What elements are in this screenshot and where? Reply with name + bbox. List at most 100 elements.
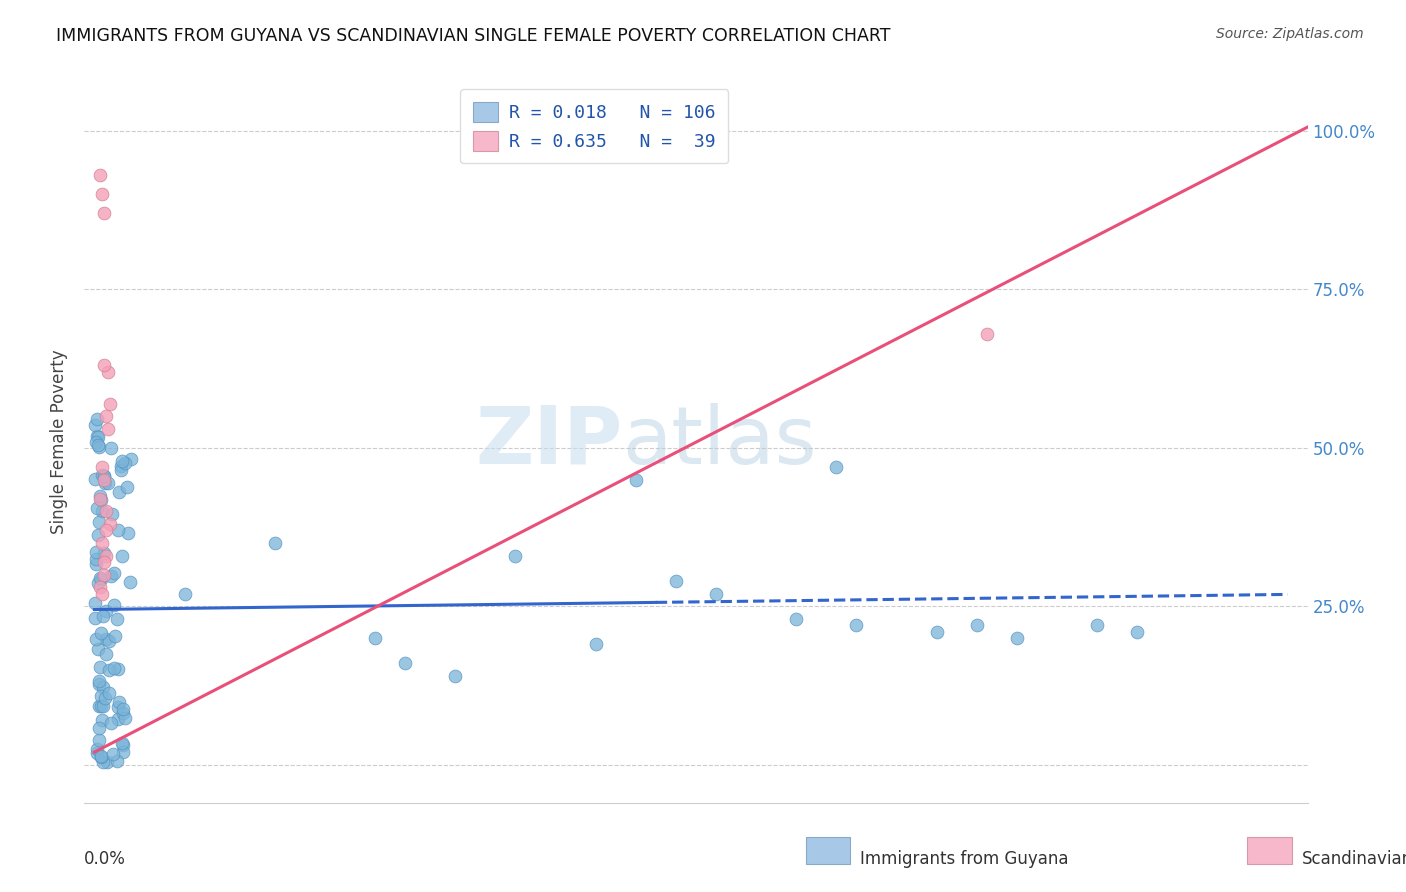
Point xyxy=(107,662,129,676)
Text: 0.0%: 0.0% xyxy=(84,850,127,868)
Point xyxy=(103,661,125,675)
Text: ZIP: ZIP xyxy=(475,402,623,481)
Point xyxy=(100,569,122,583)
Point xyxy=(107,524,129,538)
Point xyxy=(96,409,118,424)
Point xyxy=(96,756,118,770)
Point xyxy=(84,596,107,610)
Point xyxy=(585,637,607,651)
Point xyxy=(91,713,114,727)
Point xyxy=(1085,618,1108,632)
Point xyxy=(87,576,110,591)
Point xyxy=(117,526,139,541)
Point xyxy=(84,417,107,432)
Point xyxy=(87,677,110,691)
Point xyxy=(785,612,807,626)
Point xyxy=(96,549,118,563)
Point xyxy=(91,536,114,550)
Point xyxy=(93,469,115,483)
Point xyxy=(394,657,416,671)
Point xyxy=(90,749,112,764)
Y-axis label: Single Female Poverty: Single Female Poverty xyxy=(51,350,69,533)
Point xyxy=(96,523,118,537)
Text: IMMIGRANTS FROM GUYANA VS SCANDINAVIAN SINGLE FEMALE POVERTY CORRELATION CHART: IMMIGRANTS FROM GUYANA VS SCANDINAVIAN S… xyxy=(56,27,891,45)
Point xyxy=(120,452,142,467)
Point xyxy=(665,574,688,588)
Point xyxy=(825,459,848,474)
Text: Scandinavians: Scandinavians xyxy=(1302,850,1406,868)
Point xyxy=(444,669,467,683)
Point xyxy=(96,632,118,646)
Point xyxy=(89,659,111,673)
Point xyxy=(114,456,136,470)
Point xyxy=(100,715,122,730)
Point xyxy=(90,749,112,764)
Point xyxy=(90,572,112,586)
Point xyxy=(97,663,120,677)
Point xyxy=(87,642,110,657)
Point xyxy=(93,359,115,373)
Point xyxy=(845,618,868,632)
Point xyxy=(89,673,111,688)
Point xyxy=(110,458,132,473)
Point xyxy=(111,453,134,467)
Point xyxy=(110,463,132,477)
Point xyxy=(94,690,117,705)
Point xyxy=(1126,624,1149,639)
Point xyxy=(100,441,122,455)
Point xyxy=(87,515,110,529)
Point xyxy=(87,430,110,444)
Point xyxy=(96,647,118,661)
Point xyxy=(107,712,129,726)
Point xyxy=(93,473,115,487)
Point xyxy=(84,471,107,485)
Point xyxy=(103,598,125,612)
Point xyxy=(112,706,135,720)
Point xyxy=(704,587,727,601)
Point xyxy=(84,552,107,566)
Point xyxy=(84,434,107,449)
Point xyxy=(94,476,117,491)
Point xyxy=(91,608,114,623)
Point xyxy=(100,507,122,521)
Point xyxy=(93,755,115,769)
Point xyxy=(87,732,110,747)
Point xyxy=(100,516,122,531)
Point xyxy=(107,612,129,626)
Point xyxy=(86,429,108,443)
Point xyxy=(103,566,125,581)
Point xyxy=(86,500,108,515)
Point xyxy=(505,549,527,563)
Point xyxy=(86,746,108,760)
Point xyxy=(111,702,134,716)
Point xyxy=(98,686,121,700)
Point xyxy=(91,680,114,694)
Point xyxy=(86,558,108,572)
Point xyxy=(173,587,195,601)
FancyBboxPatch shape xyxy=(1247,837,1292,864)
Point xyxy=(100,396,122,410)
Point xyxy=(84,632,107,646)
Point xyxy=(111,739,134,753)
Point xyxy=(120,574,142,589)
Text: Immigrants from Guyana: Immigrants from Guyana xyxy=(860,850,1069,868)
Point xyxy=(84,545,107,559)
Point xyxy=(86,437,108,451)
Text: atlas: atlas xyxy=(623,402,817,481)
Point xyxy=(93,206,115,220)
Point xyxy=(104,629,127,643)
Point xyxy=(89,169,111,183)
Point xyxy=(97,634,120,648)
Point xyxy=(90,689,112,703)
Point xyxy=(93,469,115,483)
Point xyxy=(96,504,118,518)
Point xyxy=(86,411,108,425)
Point xyxy=(89,580,111,594)
Point xyxy=(111,736,134,750)
Point xyxy=(115,480,138,494)
Point xyxy=(86,742,108,756)
Point xyxy=(364,631,387,645)
Point xyxy=(111,745,134,759)
Point xyxy=(97,422,120,436)
Point xyxy=(93,546,115,560)
